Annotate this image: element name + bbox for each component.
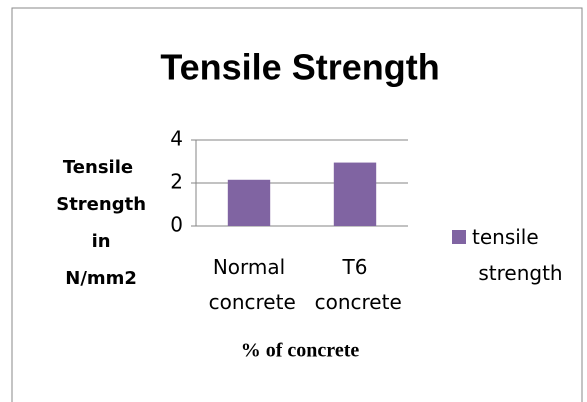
chart-border: [11, 7, 583, 402]
legend-label: tensile strength: [472, 225, 563, 285]
y-tick-label: 4: [170, 127, 183, 151]
bar: [227, 179, 271, 226]
bar: [333, 162, 377, 226]
x-tick-label: T6 concrete: [308, 255, 402, 314]
legend-swatch: [452, 230, 466, 244]
y-tick-label: 0: [170, 213, 183, 237]
y-tick-label: 2: [170, 170, 183, 194]
x-axis-label: % of concrete: [241, 340, 360, 362]
chart-title: Tensile Strength: [160, 47, 439, 88]
x-tick-label: Normal concrete: [202, 255, 296, 314]
y-axis-label: Tensile Strength in N/mm2: [50, 157, 146, 289]
